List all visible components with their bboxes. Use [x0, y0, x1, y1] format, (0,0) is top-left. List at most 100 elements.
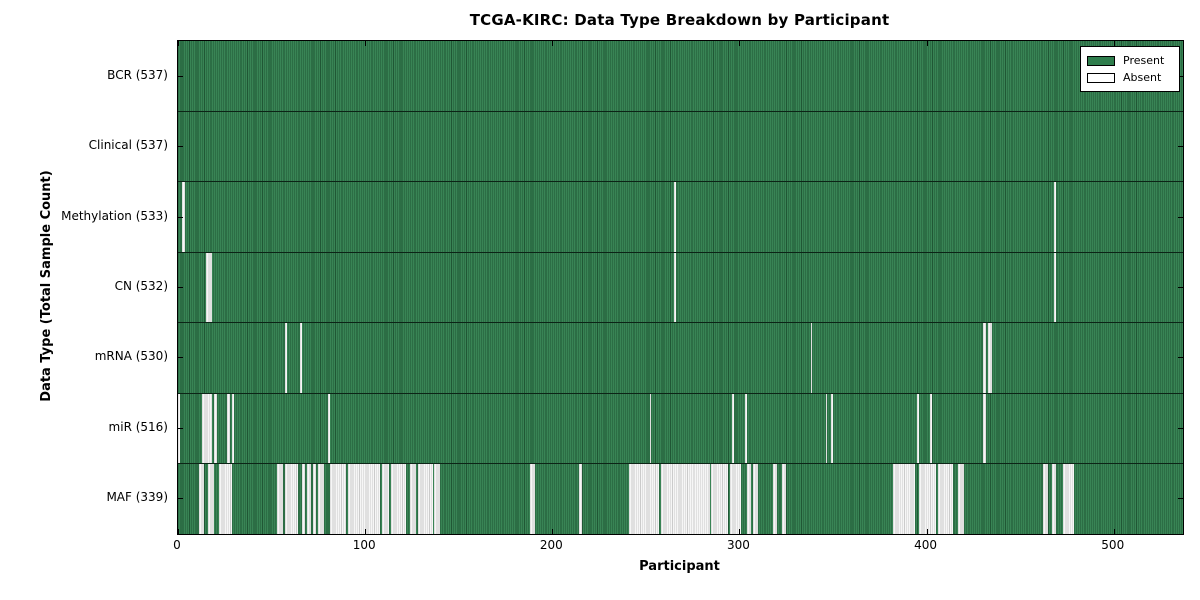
row-miR — [178, 392, 1183, 464]
y-tick-mark — [178, 75, 183, 77]
y-tick-label-MAF: MAF (339) — [106, 490, 168, 505]
absent-stripe — [1042, 464, 1049, 535]
row-Methylation — [178, 181, 1183, 252]
absent-stripe — [982, 323, 987, 393]
absent-stripe — [213, 393, 218, 464]
absent-stripe — [930, 393, 933, 464]
absent-stripe — [312, 464, 317, 535]
y-tick-mark — [178, 357, 183, 359]
x-tick-label-0: 0 — [173, 538, 181, 552]
y-tick-mark — [178, 216, 183, 218]
absent-stripe — [578, 464, 583, 535]
x-axis-label: Participant — [639, 559, 720, 574]
absent-stripe — [307, 464, 311, 535]
absent-stripe — [299, 323, 302, 393]
absent-stripe — [284, 323, 287, 393]
y-tick-mark — [1178, 75, 1183, 77]
plot-area: Present Absent — [177, 40, 1184, 535]
absent-stripe — [937, 464, 953, 535]
absent-stripe — [752, 464, 759, 535]
legend-present-label: Present — [1123, 54, 1165, 67]
absent-stripe — [329, 464, 347, 535]
x-tick-mark — [1113, 41, 1115, 46]
absent-stripe — [410, 464, 416, 535]
x-tick-mark — [178, 529, 179, 534]
absent-stripe — [629, 464, 659, 535]
y-tick-mark — [1178, 216, 1183, 218]
absent-stripe — [1053, 182, 1056, 252]
y-tick-mark — [1178, 427, 1183, 429]
y-tick-mark — [178, 146, 183, 148]
absent-stripe — [745, 393, 747, 464]
absent-stripe — [207, 464, 214, 535]
absent-stripe — [730, 464, 742, 535]
legend-absent-swatch — [1087, 72, 1115, 83]
absent-stripe — [988, 323, 993, 393]
absent-stripe — [673, 182, 676, 252]
row-BCR — [178, 41, 1183, 111]
absent-stripe — [673, 252, 676, 323]
legend-present-swatch — [1087, 55, 1115, 66]
absent-stripe — [892, 464, 916, 535]
x-tick-mark — [739, 529, 741, 534]
y-tick-label-Methylation: Methylation (533) — [61, 208, 168, 223]
absent-stripe — [206, 252, 212, 323]
absent-stripe — [277, 464, 283, 535]
absent-stripe — [810, 323, 813, 393]
absent-stripe — [434, 464, 440, 535]
legend-absent-label: Absent — [1123, 71, 1162, 84]
x-tick-mark — [1113, 529, 1115, 534]
x-tick-label-300: 300 — [726, 538, 750, 552]
absent-stripe — [958, 464, 965, 535]
absent-stripe — [348, 464, 381, 535]
absent-stripe — [660, 464, 710, 535]
y-tick-label-BCR: BCR (537) — [107, 67, 168, 82]
x-tick-mark — [365, 529, 367, 534]
legend-entry-present: Present — [1087, 52, 1173, 69]
x-tick-mark — [365, 41, 367, 46]
absent-stripe — [773, 464, 777, 535]
y-tick-mark — [178, 427, 183, 429]
absent-stripe — [649, 393, 652, 464]
chart-title: TCGA-KIRC: Data Type Breakdown by Partic… — [469, 11, 890, 29]
absent-stripe — [982, 393, 987, 464]
y-tick-mark — [1178, 498, 1183, 500]
absent-stripe — [831, 393, 834, 464]
legend: Present Absent — [1080, 46, 1180, 92]
row-MAF — [178, 463, 1183, 535]
x-tick-mark — [926, 529, 928, 534]
absent-stripe — [202, 393, 212, 464]
absent-stripe — [381, 464, 390, 535]
row-mRNA — [178, 322, 1183, 393]
absent-stripe — [391, 464, 407, 535]
absent-stripe — [1051, 464, 1056, 535]
absent-stripe — [219, 464, 233, 535]
absent-stripe — [782, 464, 787, 535]
absent-stripe — [198, 464, 205, 535]
absent-stripe — [327, 393, 330, 464]
absent-stripe — [529, 464, 536, 535]
row-Clinical — [178, 110, 1183, 182]
x-tick-label-200: 200 — [539, 538, 563, 552]
absent-stripe — [232, 393, 235, 464]
absent-stripe — [301, 464, 306, 535]
x-tick-mark — [926, 41, 928, 46]
absent-stripe — [1053, 252, 1056, 323]
y-tick-label-CN: CN (532) — [114, 279, 168, 293]
absent-stripe — [1063, 464, 1075, 535]
x-tick-label-500: 500 — [1101, 538, 1125, 552]
heatmap-rows — [178, 41, 1183, 535]
x-tick-label-400: 400 — [914, 538, 938, 552]
y-tick-label-mRNA: mRNA (530) — [94, 349, 168, 364]
y-tick-mark — [1178, 287, 1183, 288]
absent-stripe — [417, 464, 433, 535]
y-tick-mark — [1178, 146, 1183, 148]
y-tick-label-Clinical: Clinical (537) — [88, 138, 168, 153]
absent-stripe — [711, 464, 729, 535]
absent-stripe — [284, 464, 298, 535]
y-tick-mark — [178, 287, 183, 288]
absent-stripe — [919, 464, 936, 535]
y-tick-mark — [1178, 357, 1183, 359]
y-tick-mark — [178, 498, 183, 500]
